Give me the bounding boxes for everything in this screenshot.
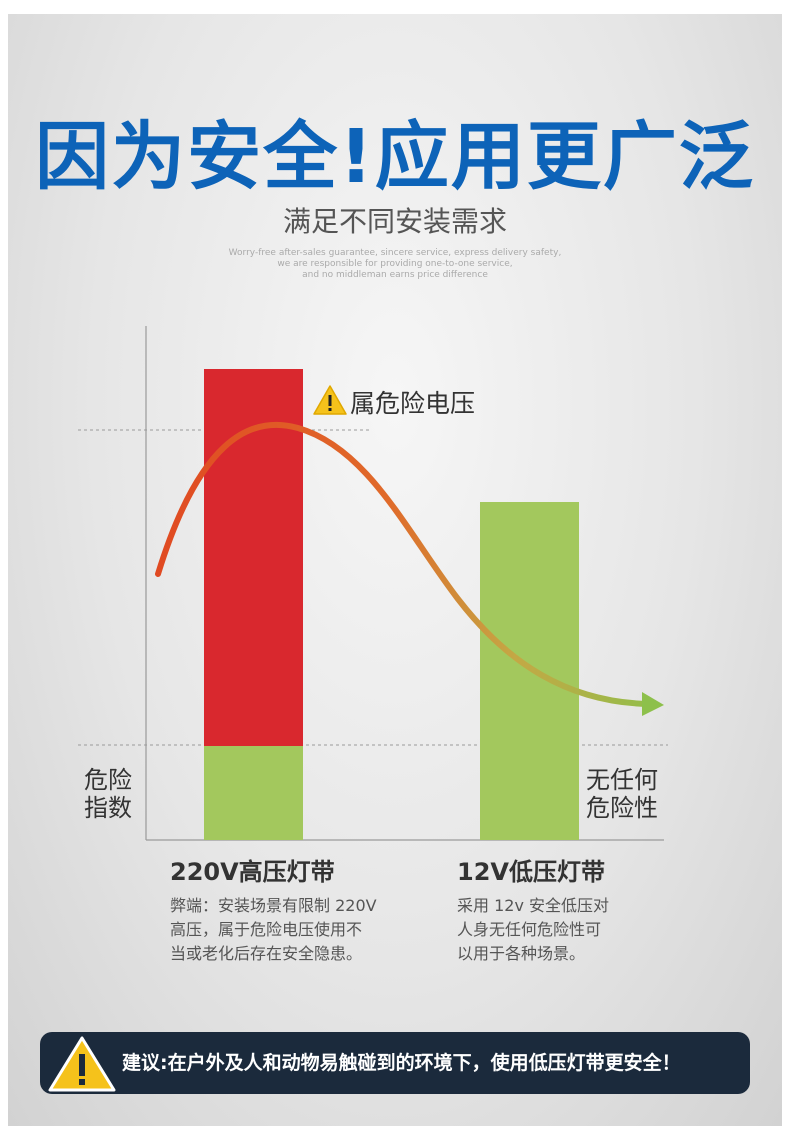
page: 因为安全!应用更广泛 满足不同安装需求 Worry-free after-sal… bbox=[8, 14, 782, 1126]
product-12v-desc: 采用 12v 安全低压对 人身无任何危险性可 以用于各种场景。 bbox=[457, 894, 609, 966]
product-12v-name: 12V低压灯带 bbox=[457, 858, 605, 886]
y-axis-right-line-2: 危险性 bbox=[586, 794, 658, 822]
product-12v-desc-line-3: 以用于各种场景。 bbox=[457, 944, 586, 963]
tagline-line-3: and no middleman earns price difference bbox=[302, 270, 488, 280]
product-12v-desc-line-2: 人身无任何危险性可 bbox=[457, 920, 602, 939]
curve-arrow-icon bbox=[642, 692, 664, 716]
product-12v-desc-line-1: 采用 12v 安全低压对 bbox=[457, 896, 610, 915]
y-axis-right-label: 无任何 危险性 bbox=[586, 766, 658, 822]
warning-label: 属危险电压 bbox=[350, 389, 476, 418]
product-220v-desc-line-2: 高压，属于危险电压使用不 bbox=[170, 920, 363, 939]
bar-220v-safe bbox=[204, 746, 303, 840]
danger-curve bbox=[155, 421, 651, 707]
y-axis-left-label: 危险 指数 bbox=[84, 766, 132, 822]
tagline-line-1: Worry-free after-sales guarantee, sincer… bbox=[228, 248, 562, 258]
recommendation-banner: 建议:在户外及人和动物易触碰到的环境下，使用低压灯带更安全！ bbox=[40, 1032, 750, 1094]
warning-triangle-icon bbox=[313, 385, 347, 415]
recommendation-text: 建议:在户外及人和动物易触碰到的环境下，使用低压灯带更安全！ bbox=[122, 1052, 681, 1074]
page-title: 因为安全!应用更广泛 bbox=[35, 114, 755, 200]
product-220v-desc: 弊端：安装场景有限制 220V 高压，属于危险电压使用不 当或老化后存在安全隐患… bbox=[170, 894, 377, 966]
product-220v-name: 220V高压灯带 bbox=[170, 858, 335, 886]
product-220v-desc-line-3: 当或老化后存在安全隐患。 bbox=[170, 944, 363, 963]
tagline: Worry-free after-sales guarantee, sincer… bbox=[8, 248, 782, 281]
page-subtitle: 满足不同安装需求 bbox=[282, 205, 507, 238]
y-axis-right-line-1: 无任何 bbox=[586, 766, 658, 794]
y-axis-left-line-1: 危险 bbox=[84, 766, 132, 794]
tagline-line-2: we are responsible for providing one-to-… bbox=[277, 259, 513, 269]
y-axis-left-line-2: 指数 bbox=[84, 794, 132, 822]
warning-triangle-icon bbox=[48, 1036, 116, 1092]
product-220v-desc-line-1: 弊端：安装场景有限制 220V bbox=[170, 896, 377, 915]
danger-chart bbox=[78, 326, 668, 841]
